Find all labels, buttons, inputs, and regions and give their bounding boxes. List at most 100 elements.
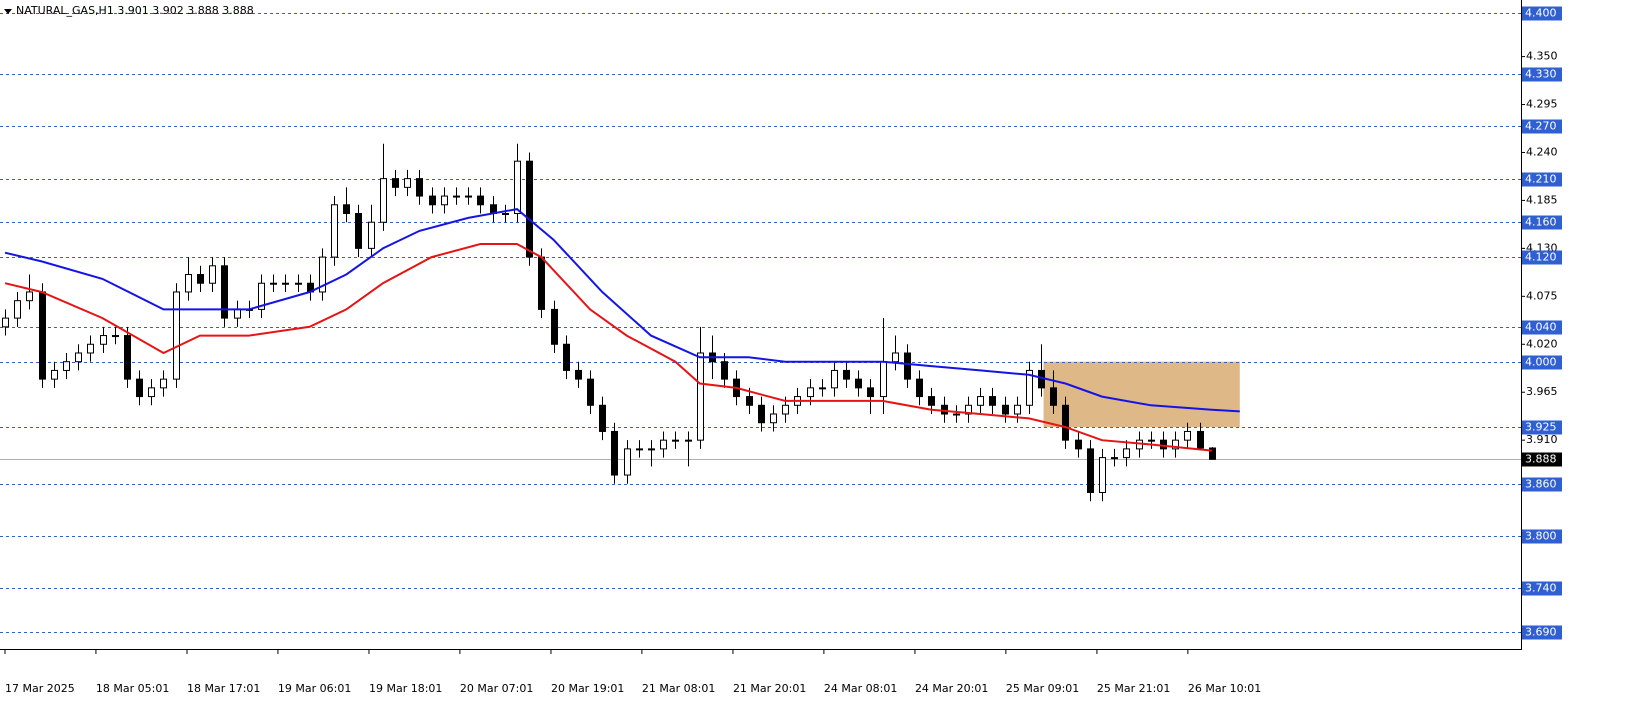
candle-body [100, 335, 107, 345]
y-tick-label: 4.295 [1526, 98, 1558, 111]
candle-body [1160, 439, 1167, 450]
level-label-box [1522, 6, 1562, 21]
candle-body [1050, 387, 1057, 406]
level-label-box [1522, 119, 1562, 134]
candle-body [477, 195, 484, 206]
candle-body [319, 256, 326, 293]
candle-body [746, 396, 753, 406]
candle-body [807, 387, 814, 398]
candle-body [880, 361, 887, 398]
candle-body [941, 404, 948, 415]
candle-body [63, 361, 70, 371]
candle-body [904, 352, 911, 380]
level-label-box [1522, 420, 1562, 435]
level-label: 3.800 [1525, 530, 1557, 543]
candle-body [160, 378, 167, 389]
candle-body [636, 448, 643, 451]
level-label: 3.925 [1525, 421, 1557, 434]
candle-body [221, 265, 228, 319]
plot-area [0, 13, 1521, 633]
level-label-box [1522, 172, 1562, 187]
candle-body [1087, 448, 1094, 493]
candle-body [197, 274, 204, 284]
candle-body [587, 378, 594, 406]
candle-body [1075, 439, 1082, 450]
candle-body [295, 282, 302, 285]
candle-body [429, 195, 436, 206]
level-label: 4.330 [1525, 68, 1557, 81]
candle-body [551, 308, 558, 345]
candle-body [465, 195, 472, 198]
candle-body [575, 369, 582, 380]
x-tick-label: 25 Mar 21:01 [1097, 682, 1170, 695]
candle-body [209, 265, 216, 284]
candle-body [526, 160, 533, 258]
level-label-box [1522, 215, 1562, 230]
candle-body [39, 291, 46, 380]
candle-body [1026, 369, 1033, 406]
candle-body [1123, 448, 1130, 459]
candle-body [441, 195, 448, 206]
moving-average [4, 208, 1240, 413]
y-tick-label: 3.910 [1526, 433, 1558, 446]
candle-body [843, 369, 850, 380]
candle-body [392, 178, 399, 188]
x-tick-label: 19 Mar 06:01 [278, 682, 351, 695]
x-tick-label: 21 Mar 20:01 [733, 682, 806, 695]
menu-triangle[interactable] [4, 9, 12, 14]
candle-body [1197, 430, 1204, 449]
candle-body [563, 343, 570, 371]
candle-body [87, 343, 94, 354]
moving-average [4, 243, 1212, 452]
candle-body [173, 291, 180, 380]
x-tick-label: 20 Mar 07:01 [460, 682, 533, 695]
candle-body [26, 291, 33, 302]
level-label: 3.860 [1525, 478, 1557, 491]
level-label-box [1522, 625, 1562, 640]
level-label-box [1522, 355, 1562, 370]
level-label-box [1522, 250, 1562, 265]
candle-body [51, 369, 58, 380]
candle-body [660, 439, 667, 450]
y-tick-label: 3.965 [1526, 385, 1558, 398]
candle-body [697, 352, 704, 441]
level-label-box [1522, 581, 1562, 596]
level-label-box [1522, 529, 1562, 544]
level-label: 4.120 [1525, 251, 1557, 264]
candle-body [355, 213, 362, 249]
y-tick-label: 4.350 [1526, 50, 1558, 63]
candle-body [258, 282, 265, 310]
candle-body [1209, 447, 1216, 460]
candle-body [404, 178, 411, 188]
candle-body [75, 352, 82, 363]
candle-body [672, 439, 679, 442]
candle-body [234, 308, 241, 319]
candle-body [416, 178, 423, 197]
candle-body [611, 430, 618, 476]
x-tick-label: 26 Mar 10:01 [1188, 682, 1261, 695]
candle-body [624, 448, 631, 476]
current-price-box [1522, 452, 1562, 467]
level-label: 3.740 [1525, 582, 1557, 595]
x-tick-label: 24 Mar 20:01 [915, 682, 988, 695]
candle-body [831, 369, 838, 389]
y-tick-label: 4.020 [1526, 337, 1558, 350]
level-label: 4.400 [1525, 7, 1557, 20]
x-tick-label: 19 Mar 18:01 [369, 682, 442, 695]
candle-body [1099, 457, 1106, 493]
level-label: 4.000 [1525, 356, 1557, 369]
candle-body [1111, 457, 1118, 460]
candle-body [782, 404, 789, 415]
candle-body [343, 204, 350, 215]
candle-body [1172, 439, 1179, 450]
candle-body [855, 378, 862, 389]
chart-title: NATURAL_GAS,H1 3.901 3.902 3.888 3.888 [16, 4, 254, 17]
level-label-box [1522, 67, 1562, 82]
candle-body [270, 282, 277, 285]
level-label: 4.270 [1525, 120, 1557, 133]
x-tick-label: 17 Mar 2025 [5, 682, 75, 695]
candle-body [185, 274, 192, 293]
candle-body [953, 413, 960, 416]
candle-body [331, 204, 338, 258]
